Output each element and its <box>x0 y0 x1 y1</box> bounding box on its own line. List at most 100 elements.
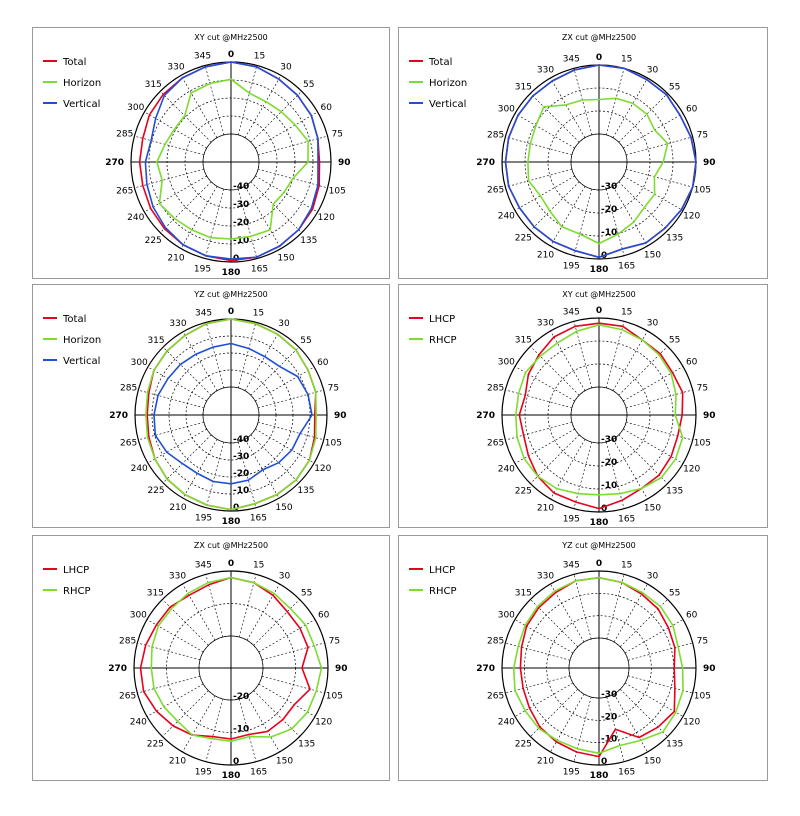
angle-tick-label: 265 <box>120 438 137 448</box>
legend-label: Total <box>62 314 86 325</box>
angle-tick-label: 270 <box>105 158 124 168</box>
grid-spoke <box>182 439 218 499</box>
grid-spoke <box>244 186 282 249</box>
angle-tick-label: 240 <box>131 464 148 474</box>
angle-tick-label: 135 <box>297 486 314 496</box>
angle-tick-label: 195 <box>563 767 580 777</box>
grid-spoke <box>550 330 586 391</box>
angle-tick-label: 270 <box>476 664 495 674</box>
series-line-lhcp <box>139 576 311 740</box>
angle-tick-label: 0 <box>596 306 602 316</box>
radial-tick-label: -20 <box>601 712 617 722</box>
angle-tick-label: 240 <box>130 718 147 728</box>
grid-spoke <box>573 574 592 640</box>
grid-spoke <box>505 675 571 694</box>
grid-spoke <box>204 188 225 259</box>
angle-tick-label: 330 <box>537 318 554 328</box>
angle-tick-label: 345 <box>194 52 211 62</box>
series-line-rhcp <box>512 576 684 755</box>
angle-tick-label: 165 <box>618 514 635 524</box>
grid-spoke <box>606 574 625 640</box>
chart-panel-zx-cut-1: ZX cut @MHz2500 0 15 30 55 60 75 90 105 120 135 150… <box>398 27 768 279</box>
angle-tick-label: 55 <box>300 336 311 346</box>
grid-spoke <box>627 675 693 694</box>
grid-spoke <box>205 574 224 638</box>
angle-tick-label: 165 <box>618 261 635 271</box>
angle-tick-label: 330 <box>537 65 554 75</box>
grid-spoke <box>530 599 578 647</box>
angle-tick-label: 270 <box>108 664 127 674</box>
grid-spoke <box>550 186 586 247</box>
angle-tick-label: 105 <box>329 186 346 196</box>
grid-spoke <box>625 421 693 441</box>
angle-tick-label: 90 <box>703 158 716 168</box>
angle-tick-label: 60 <box>321 103 333 113</box>
angle-tick-label: 15 <box>621 308 632 318</box>
angle-tick-label: 0 <box>596 559 602 569</box>
grid-spoke <box>205 698 224 762</box>
grid-spoke <box>261 675 325 694</box>
grid-spoke <box>530 346 580 396</box>
grid-spoke <box>160 181 212 233</box>
grid-spoke <box>613 693 648 753</box>
angle-tick-label: 180 <box>590 518 609 527</box>
angle-tick-label: 60 <box>686 358 698 368</box>
legend-label: LHCP <box>429 565 455 576</box>
angle-tick-label: 315 <box>147 588 164 598</box>
angle-tick-label: 315 <box>515 335 532 345</box>
grid-spoke <box>623 113 684 149</box>
grid-spoke <box>514 175 575 211</box>
angle-tick-label: 330 <box>537 571 554 581</box>
angle-tick-label: 105 <box>694 692 711 702</box>
chart-panel-yz-cut-2: YZ cut @MHz2500 0 15 30 55 60 75 90 105 120 135 150… <box>398 535 768 781</box>
series-line-rhcp <box>150 576 323 742</box>
angle-tick-label: 270 <box>476 158 495 168</box>
angle-tick-label: 300 <box>131 358 148 368</box>
grid-spoke <box>146 619 204 653</box>
grid-spoke <box>250 346 300 396</box>
grid-spoke <box>623 175 684 211</box>
angle-tick-label: 105 <box>325 438 342 448</box>
angle-tick-label: 135 <box>298 740 315 750</box>
chart-panel-yz-cut-1: YZ cut @MHz2500 0 15 30 55 60 75 90 105 120 135 150… <box>32 284 390 528</box>
grid-spoke <box>162 690 209 737</box>
grid-spoke <box>180 186 218 249</box>
legend-label: Horizon <box>63 335 101 346</box>
grid-spoke <box>134 135 205 156</box>
legend-label: RHCP <box>63 586 90 597</box>
radial-tick-label: -40 <box>233 182 249 192</box>
grid-spoke <box>258 619 316 653</box>
angle-tick-label: 345 <box>563 308 580 318</box>
angle-tick-label: 165 <box>618 767 635 777</box>
grid-spoke <box>623 428 684 464</box>
angle-tick-label: 0 <box>228 50 234 60</box>
grid-spoke <box>205 322 225 389</box>
grid-spoke <box>605 188 625 256</box>
angle-tick-label: 285 <box>116 130 133 140</box>
grid-spoke <box>182 583 216 641</box>
angle-tick-label: 265 <box>487 692 504 702</box>
grid-spoke <box>182 331 218 391</box>
grid-spoke <box>147 366 207 402</box>
grid-spoke <box>550 583 585 643</box>
angle-tick-label: 265 <box>487 439 504 449</box>
angle-tick-label: 285 <box>119 636 136 646</box>
angle-tick-label: 120 <box>318 213 335 223</box>
angle-tick-label: 195 <box>195 767 212 777</box>
angle-tick-label: 90 <box>338 158 351 168</box>
angle-tick-label: 0 <box>596 53 602 63</box>
angle-tick-label: 300 <box>498 358 515 368</box>
angle-tick-label: 30 <box>280 63 292 73</box>
grid-spoke <box>147 428 207 464</box>
grid-spoke <box>514 619 574 654</box>
grid-spoke <box>514 428 575 464</box>
angle-tick-label: 165 <box>251 264 268 274</box>
radial-tick-label: 0 <box>233 757 239 767</box>
legend-label: RHCP <box>429 586 456 597</box>
polar-chart-3: YZ cut @MHz2500 0 15 30 55 60 75 90 105 120 135 150… <box>43 290 347 527</box>
angle-tick-label: 195 <box>194 264 211 274</box>
radial-tick-label: -20 <box>233 692 249 702</box>
grid-spoke <box>244 75 282 138</box>
grid-spoke <box>246 695 280 753</box>
grid-spoke <box>612 330 648 391</box>
